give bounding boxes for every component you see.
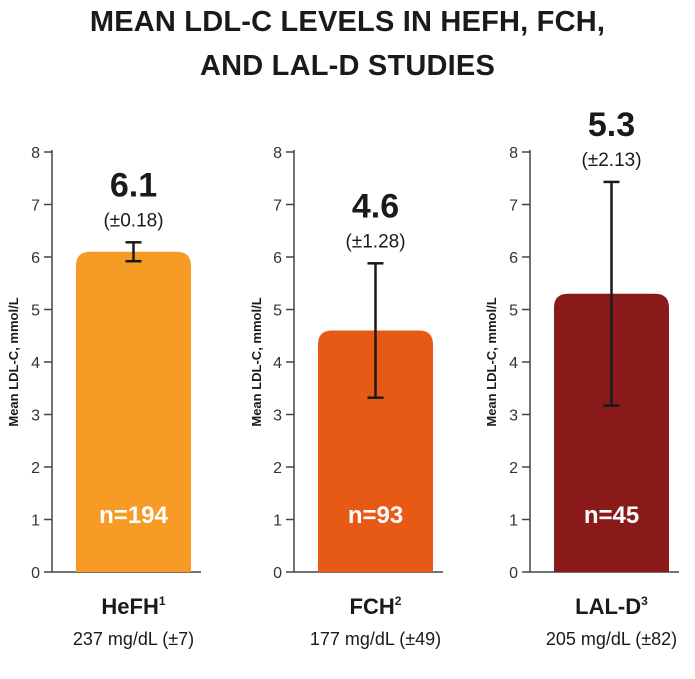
y-tick-label-fch-8: 8 — [273, 145, 282, 162]
y-tick-label-lal-d-1: 1 — [509, 513, 518, 530]
y-tick-label-lal-d-7: 7 — [509, 198, 518, 215]
error-label-fch: (±1.28) — [345, 231, 405, 252]
y-tick-label-fch-5: 5 — [273, 303, 282, 320]
bar-fch — [318, 330, 433, 572]
chart-title-line-2: AND LAL-D STUDIES — [199, 50, 495, 82]
y-tick-label-fch-6: 6 — [273, 250, 282, 267]
category-label-lal-d: LAL-D3 — [575, 594, 648, 619]
y-tick-label-lal-d-4: 4 — [509, 355, 518, 372]
y-tick-label-fch-1: 1 — [273, 513, 282, 530]
y-axis-label-lal-d: Mean LDL-C, mmol/L — [484, 297, 499, 426]
y-tick-label-hefh-8: 8 — [31, 145, 40, 162]
mgdl-label-fch: 177 mg/dL (±49) — [310, 629, 441, 649]
y-tick-label-lal-d-6: 6 — [509, 250, 518, 267]
y-tick-label-fch-7: 7 — [273, 198, 282, 215]
y-axis-label-hefh: Mean LDL-C, mmol/L — [6, 297, 21, 426]
chart-title-line-1: MEAN LDL-C LEVELS IN HEFH, FCH, — [89, 6, 606, 38]
y-tick-label-fch-4: 4 — [273, 355, 282, 372]
y-tick-label-fch-3: 3 — [273, 408, 282, 425]
y-tick-label-hefh-5: 5 — [31, 303, 40, 320]
category-label-fch: FCH2 — [350, 594, 402, 619]
bar-hefh — [76, 251, 191, 572]
bar-lal-d — [554, 293, 669, 572]
y-tick-label-fch-0: 0 — [273, 565, 282, 582]
y-tick-label-hefh-3: 3 — [31, 408, 40, 425]
y-tick-label-hefh-6: 6 — [31, 250, 40, 267]
y-tick-label-lal-d-2: 2 — [509, 460, 518, 477]
category-label-hefh: HeFH1 — [101, 594, 165, 619]
y-tick-label-lal-d-5: 5 — [509, 303, 518, 320]
n-label-lal-d: n=45 — [584, 502, 639, 529]
y-tick-label-hefh-1: 1 — [31, 513, 40, 530]
y-tick-label-lal-d-8: 8 — [509, 145, 518, 162]
y-tick-label-lal-d-0: 0 — [509, 565, 518, 582]
value-label-lal-d: 5.3 — [588, 106, 635, 144]
error-label-lal-d: (±2.13) — [581, 150, 641, 171]
y-tick-label-hefh-7: 7 — [31, 198, 40, 215]
value-label-hefh: 6.1 — [110, 166, 157, 204]
n-label-hefh: n=194 — [99, 502, 168, 529]
mgdl-label-lal-d: 205 mg/dL (±82) — [546, 629, 677, 649]
y-tick-label-hefh-0: 0 — [31, 565, 40, 582]
value-label-fch: 4.6 — [352, 187, 399, 225]
y-axis-label-fch: Mean LDL-C, mmol/L — [249, 297, 264, 426]
mgdl-label-hefh: 237 mg/dL (±7) — [73, 629, 194, 649]
y-tick-label-hefh-2: 2 — [31, 460, 40, 477]
error-label-hefh: (±0.18) — [103, 210, 163, 231]
y-tick-label-hefh-4: 4 — [31, 355, 40, 372]
n-label-fch: n=93 — [348, 502, 403, 529]
y-tick-label-fch-2: 2 — [273, 460, 282, 477]
y-tick-label-lal-d-3: 3 — [509, 408, 518, 425]
